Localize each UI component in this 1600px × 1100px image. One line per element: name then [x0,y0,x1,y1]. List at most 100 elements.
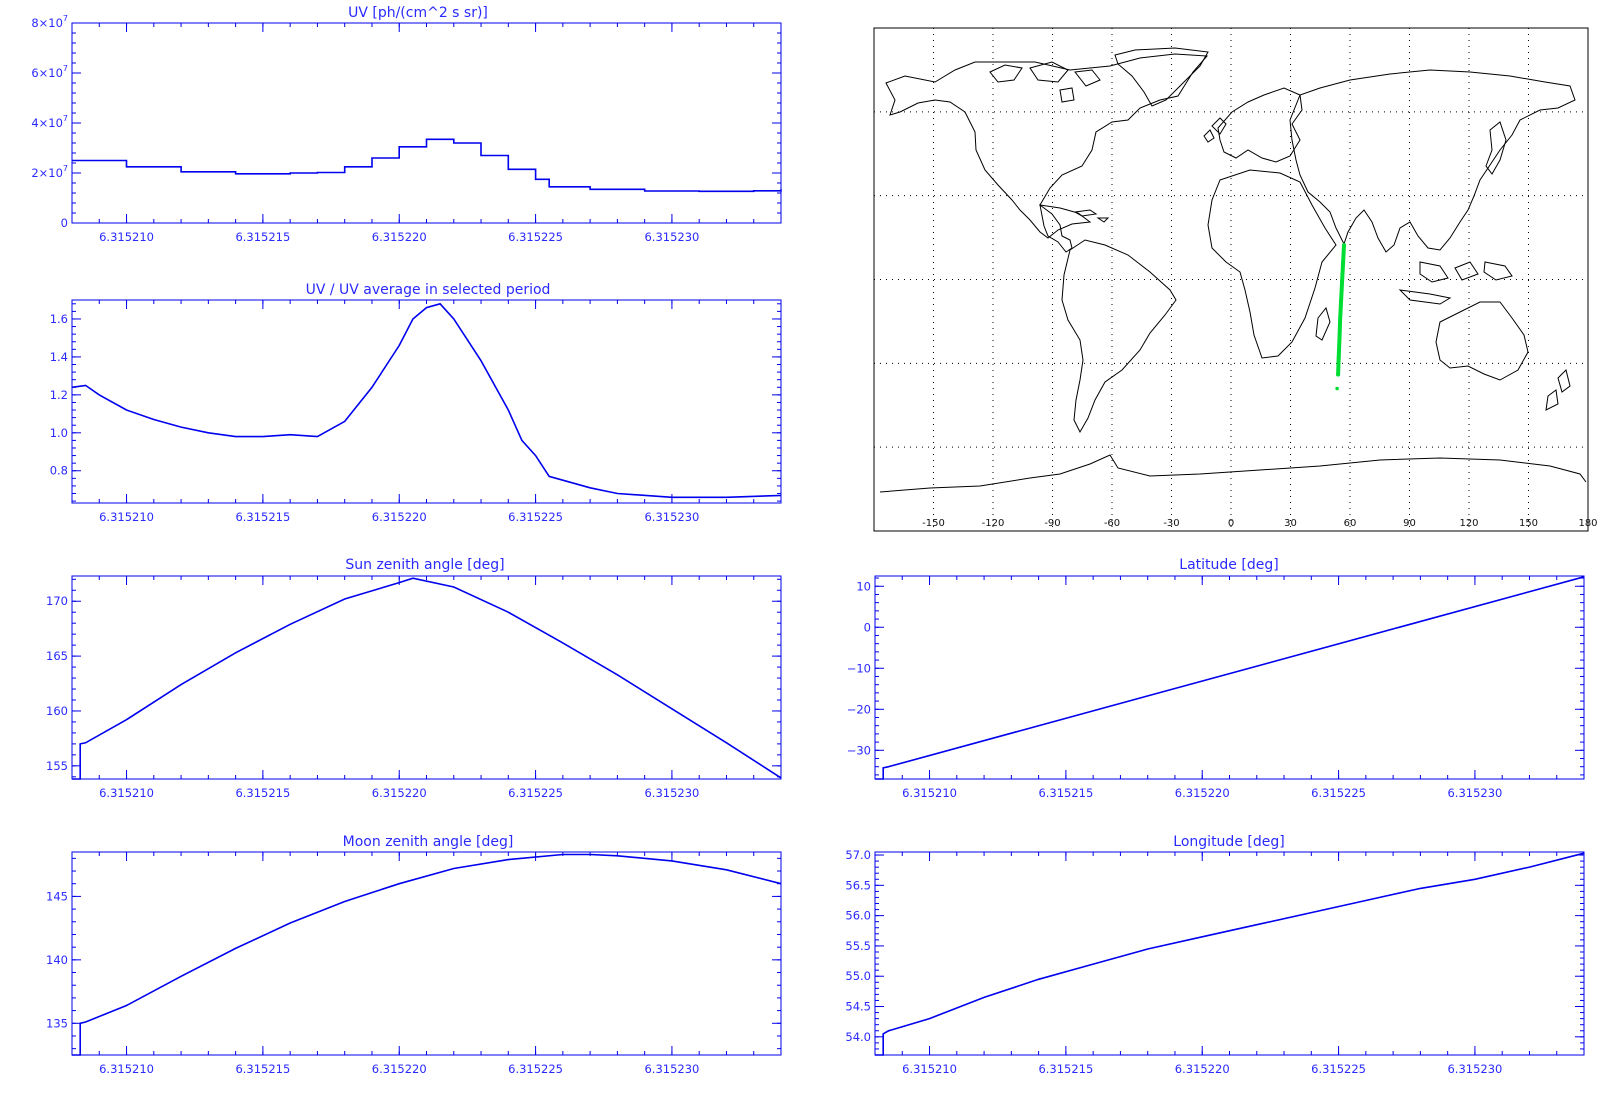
longitude-panel: Longitude [deg] 6.315210 6.315215 6.315220… [845,834,1585,1076]
y-tick-label: 155 [46,759,68,773]
map-x-tick-label: -150 [922,518,945,529]
y-tick-label: 165 [46,649,68,663]
x-tick-label: 6.315210 [99,1062,154,1076]
x-tick-label: 6.315210 [902,1062,957,1076]
antarctica-outline [879,454,1587,493]
madagascar-outline [1315,306,1331,341]
latitude-x-tick-labels: 6.315210 6.315215 6.315220 6.315225 6.315230 [902,786,1502,800]
latitude-title: Latitude [deg] [1179,557,1278,573]
map-x-tick-labels: -150 -120 -90 -60 -30 0 30 60 90 120 150 180 [922,518,1597,529]
x-tick-label: 6.315215 [235,230,290,244]
y-tick-label: 56.0 [845,909,871,923]
map-x-tick-label: -90 [1044,518,1060,529]
x-tick-label: 6.315230 [1447,786,1502,800]
world-map-panel: -150 -120 -90 -60 -30 0 30 60 90 120 150 180 [873,27,1598,532]
moon-zenith-frame [71,851,782,1056]
sun-zenith-series-line [72,577,782,780]
moon-zenith-panel: Moon zenith angle [deg] 6.315210 6.315215… [46,834,782,1076]
australia-outline [1435,301,1529,381]
x-tick-label: 6.315230 [644,786,699,800]
y-tick-label: 1.2 [50,388,68,402]
ground-track-point [1336,355,1341,360]
longitude-frame [874,851,1585,1056]
sun-zenith-y-tick-labels: 155 160 165 170 [46,594,68,773]
y-tick-label: −10 [847,661,871,675]
x-tick-label: 6.315225 [508,1062,563,1076]
uv-x-tick-labels: 6.315210 6.315215 6.315220 6.315225 6.315230 [99,230,699,244]
satellite-ground-track [1335,243,1347,391]
uv-series-line [72,138,782,193]
ground-track-point [1342,243,1347,248]
map-x-tick-label: -60 [1104,518,1120,529]
moon-zenith-ticks [71,852,782,1055]
y-tick-label: 55.5 [845,939,871,953]
longitude-x-tick-labels: 6.315210 6.315215 6.315220 6.315225 6.315230 [902,1062,1502,1076]
x-tick-label: 6.315220 [372,510,427,524]
uv-ratio-y-tick-labels: 0.8 1.0 1.2 1.4 1.6 [50,312,68,478]
y-tick-label: 6×107 [31,64,68,80]
uv-ratio-frame [71,299,782,504]
y-tick-label: 54.0 [845,1030,871,1044]
y-tick-label: 55.0 [845,969,871,983]
uv-y-tick-labels: 0 2×107 4×107 6×107 8×107 [31,14,68,230]
y-tick-label: −20 [847,702,871,716]
central-america-outline [1039,203,1110,253]
x-tick-label: 6.315230 [644,1062,699,1076]
x-tick-label: 6.315210 [99,786,154,800]
arctic-islands [989,61,1101,103]
x-tick-label: 6.315215 [1038,1062,1093,1076]
uv-ratio-panel: UV / UV average in selected period 6.315… [50,282,782,524]
y-tick-label: 140 [46,953,68,967]
x-tick-label: 6.315215 [235,510,290,524]
x-tick-label: 6.315210 [99,230,154,244]
latitude-series-line [875,576,1585,780]
asia-outline [1289,69,1576,253]
longitude-y-tick-labels: 54.0 54.5 55.0 55.5 56.0 56.5 57.0 [845,848,871,1044]
map-x-tick-label: 0 [1228,518,1234,529]
japan-outline [1485,121,1507,175]
uv-ticks [71,22,782,224]
y-tick-label: 0 [61,216,68,230]
y-tick-label: 0.8 [50,464,68,478]
sun-zenith-frame [71,575,782,780]
ground-track-point [1338,318,1343,323]
uv-ratio-x-tick-labels: 6.315210 6.315215 6.315220 6.315225 6.315230 [99,510,699,524]
se-asia-islands [1398,261,1513,305]
latitude-panel: Latitude [deg] 6.315210 6.315215 6.315220 6… [847,557,1585,800]
map-x-tick-label: 120 [1459,518,1478,529]
x-tick-label: 6.315220 [1175,786,1230,800]
ground-track-point [1341,260,1346,265]
x-tick-label: 6.315210 [902,786,957,800]
x-tick-label: 6.315230 [1447,1062,1502,1076]
moon-zenith-x-tick-labels: 6.315210 6.315215 6.315220 6.315225 6.315230 [99,1062,699,1076]
x-tick-label: 6.315220 [1175,1062,1230,1076]
uv-ratio-ticks [71,300,782,503]
africa-outline [1207,169,1337,359]
uv-ratio-title: UV / UV average in selected period [306,282,551,298]
y-tick-label: 170 [46,594,68,608]
uv-frame [71,22,782,224]
sun-zenith-x-tick-labels: 6.315210 6.315215 6.315220 6.315225 6.315230 [99,786,699,800]
latitude-y-tick-labels: −30 −20 −10 0 10 [847,579,871,757]
y-tick-label: 10 [856,579,871,593]
europe-outline [1203,87,1303,163]
x-tick-label: 6.315225 [508,786,563,800]
sun-zenith-ticks [71,576,782,779]
x-tick-label: 6.315225 [508,510,563,524]
moon-zenith-series-line [72,853,782,1056]
moon-zenith-y-tick-labels: 135 140 145 [46,889,68,1030]
map-x-tick-label: -30 [1163,518,1179,529]
north-america-outline [885,53,1209,239]
y-tick-label: 57.0 [845,848,871,862]
x-tick-label: 6.315215 [1038,786,1093,800]
map-x-tick-label: 150 [1519,518,1538,529]
x-tick-label: 6.315215 [235,1062,290,1076]
sun-zenith-panel: Sun zenith angle [deg] 6.315210 6.315215 6… [46,557,782,800]
map-x-tick-label: -120 [982,518,1005,529]
y-tick-label: 1.6 [50,312,68,326]
y-tick-label: 1.0 [50,426,68,440]
uv-title: UV [ph/(cm^2 s sr)] [348,5,488,21]
moon-zenith-title: Moon zenith angle [deg] [343,834,514,850]
x-tick-label: 6.315215 [235,786,290,800]
x-tick-label: 6.315220 [372,1062,427,1076]
